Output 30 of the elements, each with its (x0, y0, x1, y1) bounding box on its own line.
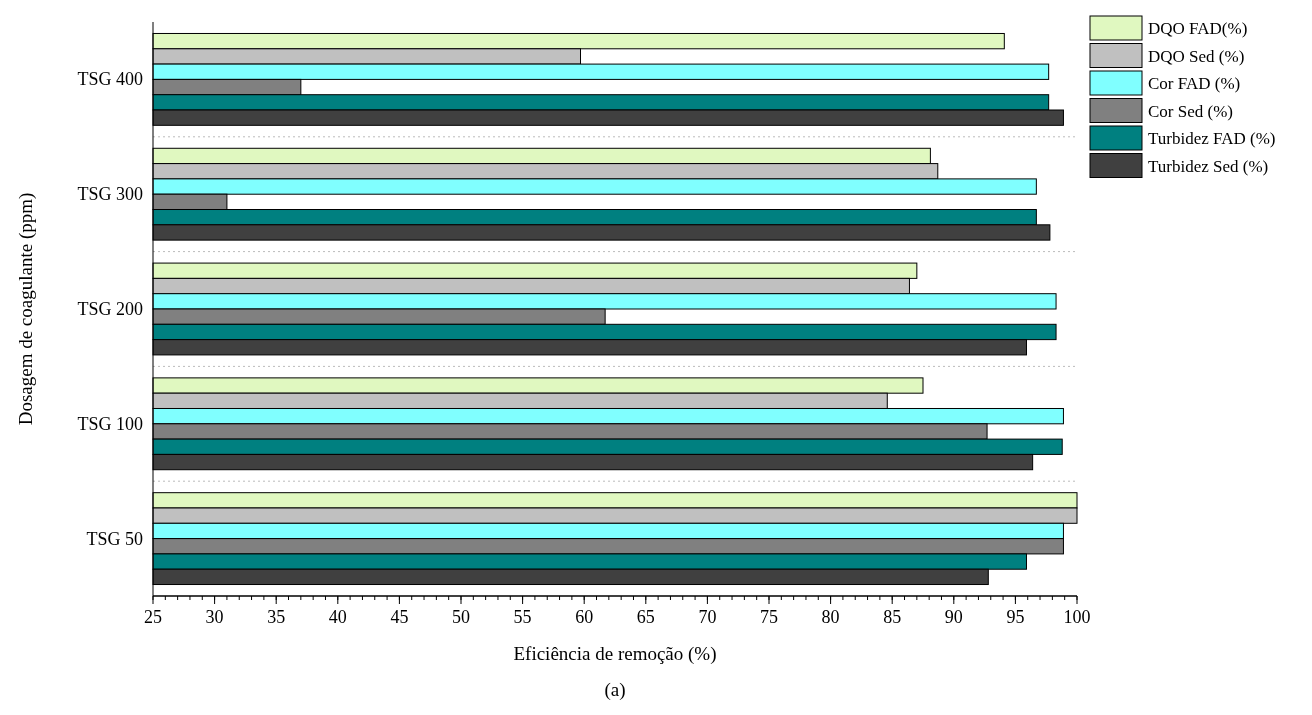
y-tick-label: TSG 400 (77, 69, 143, 90)
x-tick-label: 25 (144, 607, 162, 627)
x-tick-label: 50 (452, 607, 470, 627)
y-tick-label: TSG 300 (77, 184, 143, 205)
y-tick-label: TSG 100 (77, 413, 143, 434)
legend-label: Turbidez Sed (%) (1148, 156, 1269, 176)
legend-label: Cor FAD (%) (1148, 74, 1241, 93)
x-tick-label: 55 (513, 607, 532, 627)
y-tick-label: TSG 200 (77, 299, 143, 319)
x-tick-label: 95 (1006, 607, 1025, 627)
text: (a) (604, 679, 626, 701)
x-tick-label: 35 (267, 607, 286, 627)
x-tick-label: 100 (1063, 607, 1091, 627)
x-tick-label: 45 (390, 607, 409, 627)
x-tick-label: 90 (944, 607, 963, 627)
legend-label: DQO Sed (%) (1148, 46, 1245, 66)
x-tick-label: 85 (883, 607, 902, 627)
x-tick-label: 40 (328, 607, 347, 627)
x-tick-label: 80 (821, 607, 840, 627)
legend-label: Turbidez FAD (%) (1148, 129, 1276, 148)
legend-label: Cor Sed (%) (1148, 101, 1233, 121)
x-axis-title: Eficiência de remoção (%) (513, 643, 717, 665)
x-tick-label: 70 (698, 607, 717, 627)
x-tick-label: 75 (760, 607, 778, 627)
x-tick-label: 30 (205, 607, 224, 627)
y-tick-label: TSG 50 (86, 528, 143, 549)
y-axis-title: Dosagem de coagulante (ppm) (15, 192, 37, 426)
legend-label: DQO FAD(%) (1148, 19, 1248, 38)
x-tick-label: 60 (575, 607, 594, 627)
x-tick-label: 65 (636, 607, 655, 627)
